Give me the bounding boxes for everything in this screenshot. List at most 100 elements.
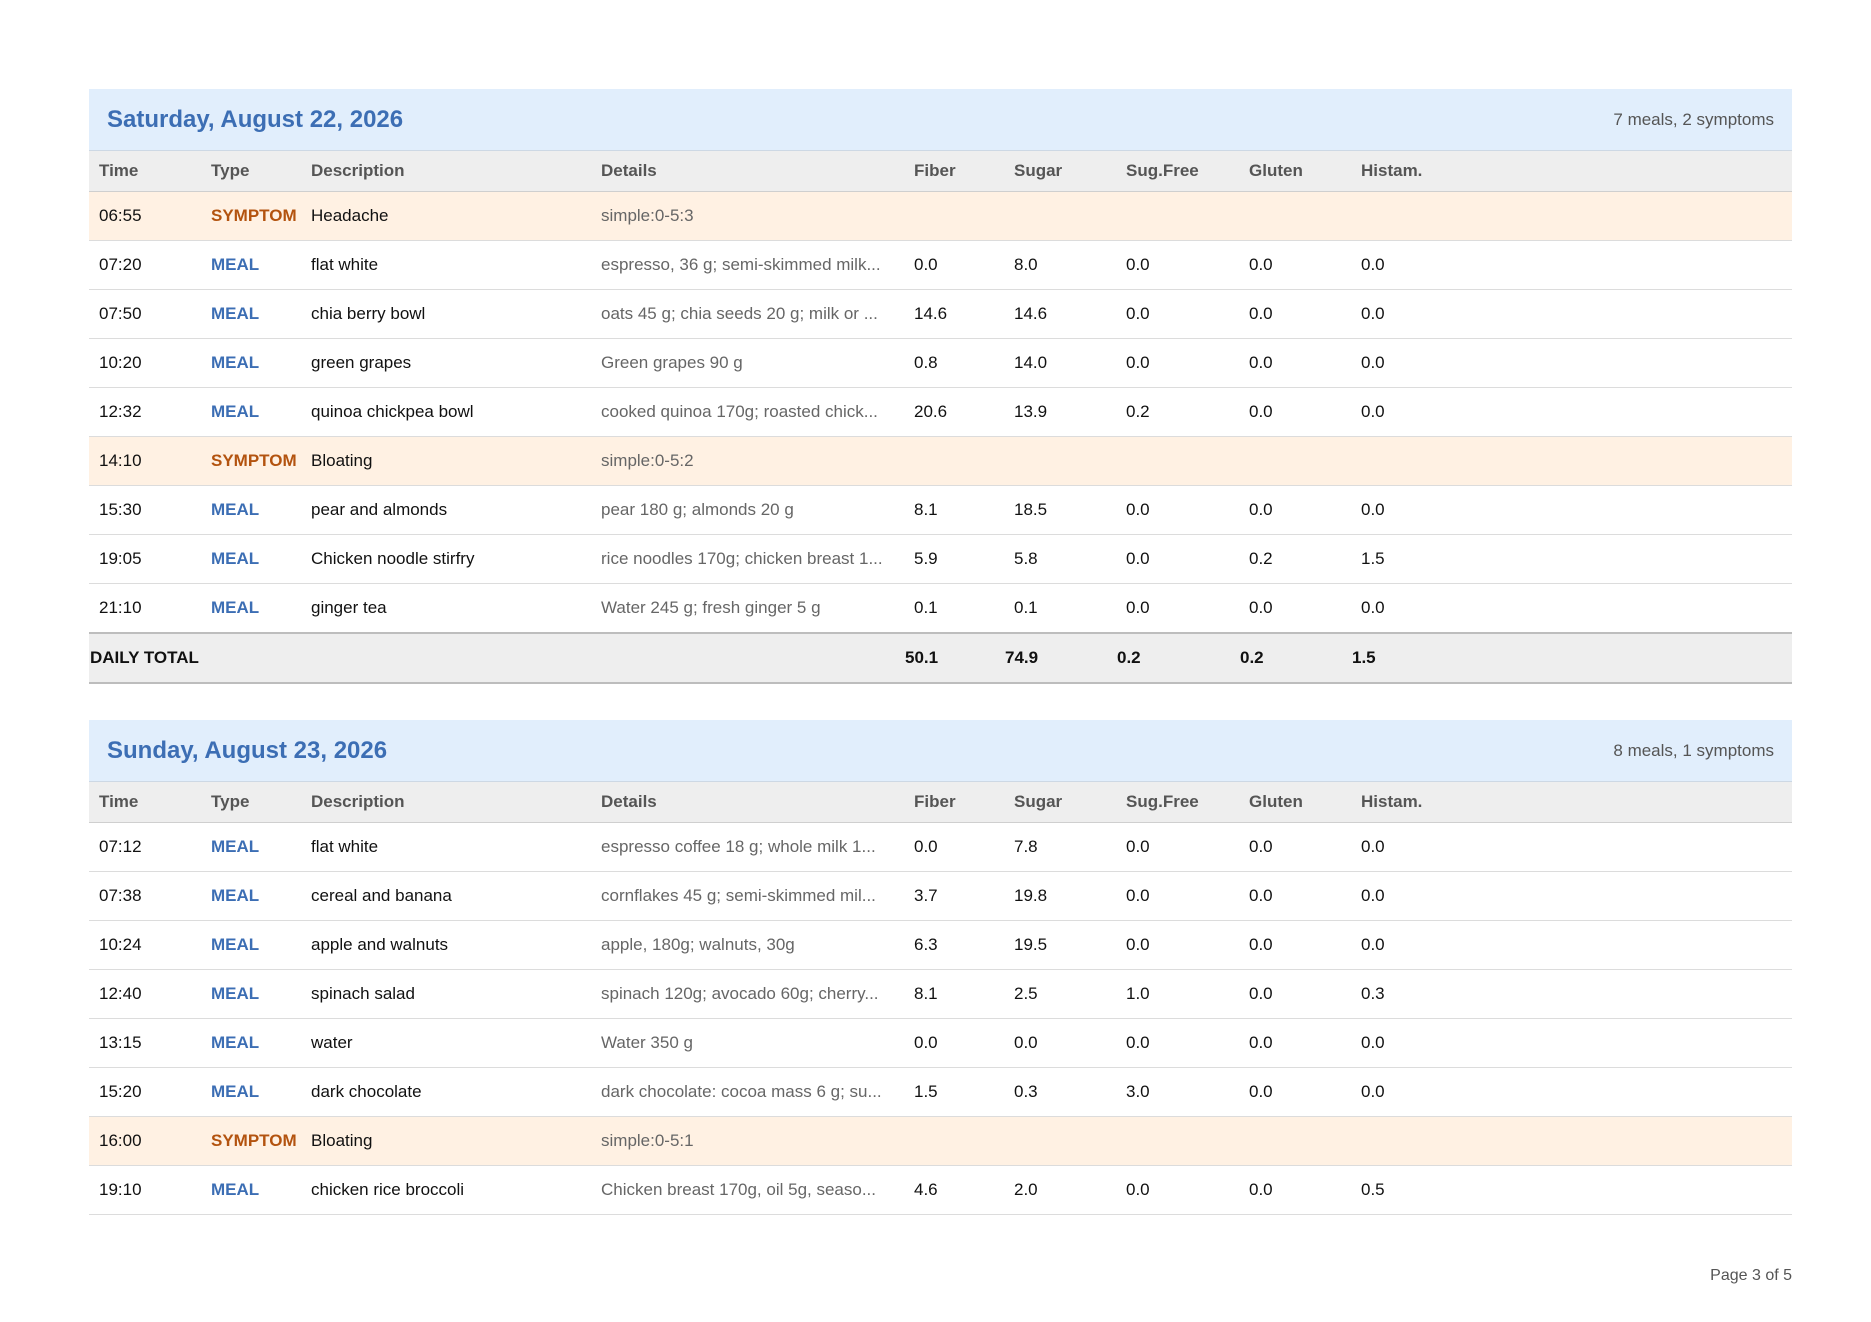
cell-description: dark chocolate [301, 1067, 591, 1117]
cell-fiber: 3.7 [904, 871, 1004, 921]
cell-histam: 0.0 [1351, 1067, 1792, 1117]
col-header-details: Details [591, 782, 904, 823]
cell-details: oats 45 g; chia seeds 20 g; milk or ... [591, 289, 904, 339]
day-title: Sunday, August 23, 2026 [107, 736, 388, 764]
cell-histam: 0.5 [1351, 1165, 1792, 1215]
cell-gluten: 0.0 [1239, 387, 1351, 437]
total-fiber: 50.1 [904, 632, 1004, 684]
cell-details: spinach 120g; avocado 60g; cherry... [591, 969, 904, 1019]
cell-type: MEAL [201, 485, 301, 535]
cell-type: SYMPTOM [201, 1116, 301, 1166]
cell-time: 13:15 [89, 1018, 201, 1068]
cell-fiber: 1.5 [904, 1067, 1004, 1117]
daily-total-label: DAILY TOTAL [89, 632, 904, 684]
cell-histam: 0.0 [1351, 871, 1792, 921]
cell-sugar: 7.8 [1004, 822, 1116, 872]
table-header-row: Time Type Description Details Fiber Suga… [89, 782, 1792, 823]
cell-sugar: 0.0 [1004, 1018, 1116, 1068]
cell-description: cereal and banana [301, 871, 591, 921]
day-title: Saturday, August 22, 2026 [107, 105, 404, 133]
col-header-sugar: Sugar [1004, 782, 1116, 823]
cell-sugfree: 0.0 [1116, 583, 1239, 634]
cell-sugfree: 3.0 [1116, 1067, 1239, 1117]
page-number: Page 3 of 5 [1710, 1267, 1792, 1284]
cell-type: SYMPTOM [201, 436, 301, 486]
col-header-description: Description [301, 782, 591, 823]
total-gluten: 0.2 [1239, 632, 1351, 684]
cell-gluten: 0.0 [1239, 871, 1351, 921]
meal-row: 12:40 MEAL spinach salad spinach 120g; avoc… [89, 969, 1792, 1019]
cell-sugfree [1116, 1116, 1239, 1166]
col-header-type: Type [201, 151, 301, 192]
cell-histam: 1.5 [1351, 534, 1792, 584]
cell-sugar: 2.0 [1004, 1165, 1116, 1215]
cell-fiber [904, 1116, 1004, 1166]
cell-description: chicken rice broccoli [301, 1165, 591, 1215]
meal-row: 13:15 MEAL water Water 350 g 0.0 0.0 0.0 0.0 0.0 [89, 1018, 1792, 1068]
meal-row: 07:20 MEAL flat white espresso, 36 g; semi-… [89, 240, 1792, 290]
cell-histam [1351, 191, 1792, 241]
cell-details: apple, 180g; walnuts, 30g [591, 920, 904, 970]
cell-time: 12:40 [89, 969, 201, 1019]
cell-details: Chicken breast 170g, oil 5g, seaso... [591, 1165, 904, 1215]
cell-time: 07:12 [89, 822, 201, 872]
cell-gluten: 0.0 [1239, 485, 1351, 535]
cell-sugfree: 0.0 [1116, 822, 1239, 872]
meal-row: 21:10 MEAL ginger tea Water 245 g; fresh gi… [89, 583, 1792, 634]
cell-type: MEAL [201, 1067, 301, 1117]
cell-fiber: 8.1 [904, 485, 1004, 535]
cell-time: 15:20 [89, 1067, 201, 1117]
symptom-row: 14:10 SYMPTOM Bloating simple:0-5:2 [89, 436, 1792, 486]
cell-description: green grapes [301, 338, 591, 388]
meal-row: 15:20 MEAL dark chocolate dark chocolate: c… [89, 1067, 1792, 1117]
day-header: Sunday, August 23, 2026 8 meals, 1 sympt… [89, 720, 1792, 782]
cell-gluten: 0.0 [1239, 583, 1351, 634]
cell-fiber: 8.1 [904, 969, 1004, 1019]
cell-details: dark chocolate: cocoa mass 6 g; su... [591, 1067, 904, 1117]
cell-description: flat white [301, 240, 591, 290]
meal-row: 07:50 MEAL chia berry bowl oats 45 g; chia … [89, 289, 1792, 339]
cell-fiber [904, 436, 1004, 486]
cell-fiber: 0.1 [904, 583, 1004, 634]
cell-sugfree [1116, 191, 1239, 241]
cell-details: espresso, 36 g; semi-skimmed milk... [591, 240, 904, 290]
cell-gluten: 0.0 [1239, 822, 1351, 872]
cell-histam: 0.0 [1351, 583, 1792, 634]
total-sugar: 74.9 [1004, 632, 1116, 684]
cell-histam [1351, 1116, 1792, 1166]
cell-histam: 0.0 [1351, 1018, 1792, 1068]
cell-type: MEAL [201, 1165, 301, 1215]
cell-description: quinoa chickpea bowl [301, 387, 591, 437]
cell-histam: 0.0 [1351, 240, 1792, 290]
col-header-fiber: Fiber [904, 151, 1004, 192]
meal-row: 10:20 MEAL green grapes Green grapes 90 g 0.… [89, 338, 1792, 388]
day-header: Saturday, August 22, 2026 7 meals, 2 sym… [89, 89, 1792, 151]
daily-total-row: DAILY TOTAL 50.1 74.9 0.2 0.2 1.5 [89, 632, 1792, 684]
cell-sugfree: 0.0 [1116, 871, 1239, 921]
cell-sugfree: 0.0 [1116, 289, 1239, 339]
cell-type: MEAL [201, 822, 301, 872]
cell-sugfree: 0.0 [1116, 485, 1239, 535]
cell-time: 15:30 [89, 485, 201, 535]
col-header-details: Details [591, 151, 904, 192]
day-section: Saturday, August 22, 2026 7 meals, 2 sym… [89, 89, 1792, 684]
cell-sugfree: 0.0 [1116, 1165, 1239, 1215]
cell-sugar: 0.1 [1004, 583, 1116, 634]
cell-description: Chicken noodle stirfry [301, 534, 591, 584]
cell-details: Water 350 g [591, 1018, 904, 1068]
cell-time: 12:32 [89, 387, 201, 437]
symptom-row: 16:00 SYMPTOM Bloating simple:0-5:1 [89, 1116, 1792, 1166]
cell-details: simple:0-5:3 [591, 191, 904, 241]
cell-histam: 0.3 [1351, 969, 1792, 1019]
cell-type: MEAL [201, 871, 301, 921]
cell-details: simple:0-5:2 [591, 436, 904, 486]
cell-fiber: 6.3 [904, 920, 1004, 970]
cell-type: MEAL [201, 583, 301, 634]
cell-type: MEAL [201, 534, 301, 584]
cell-type: MEAL [201, 338, 301, 388]
total-sugfree: 0.2 [1116, 632, 1239, 684]
cell-description: spinach salad [301, 969, 591, 1019]
cell-histam: 0.0 [1351, 387, 1792, 437]
cell-sugar: 0.3 [1004, 1067, 1116, 1117]
col-header-histam: Histam. [1351, 782, 1792, 823]
